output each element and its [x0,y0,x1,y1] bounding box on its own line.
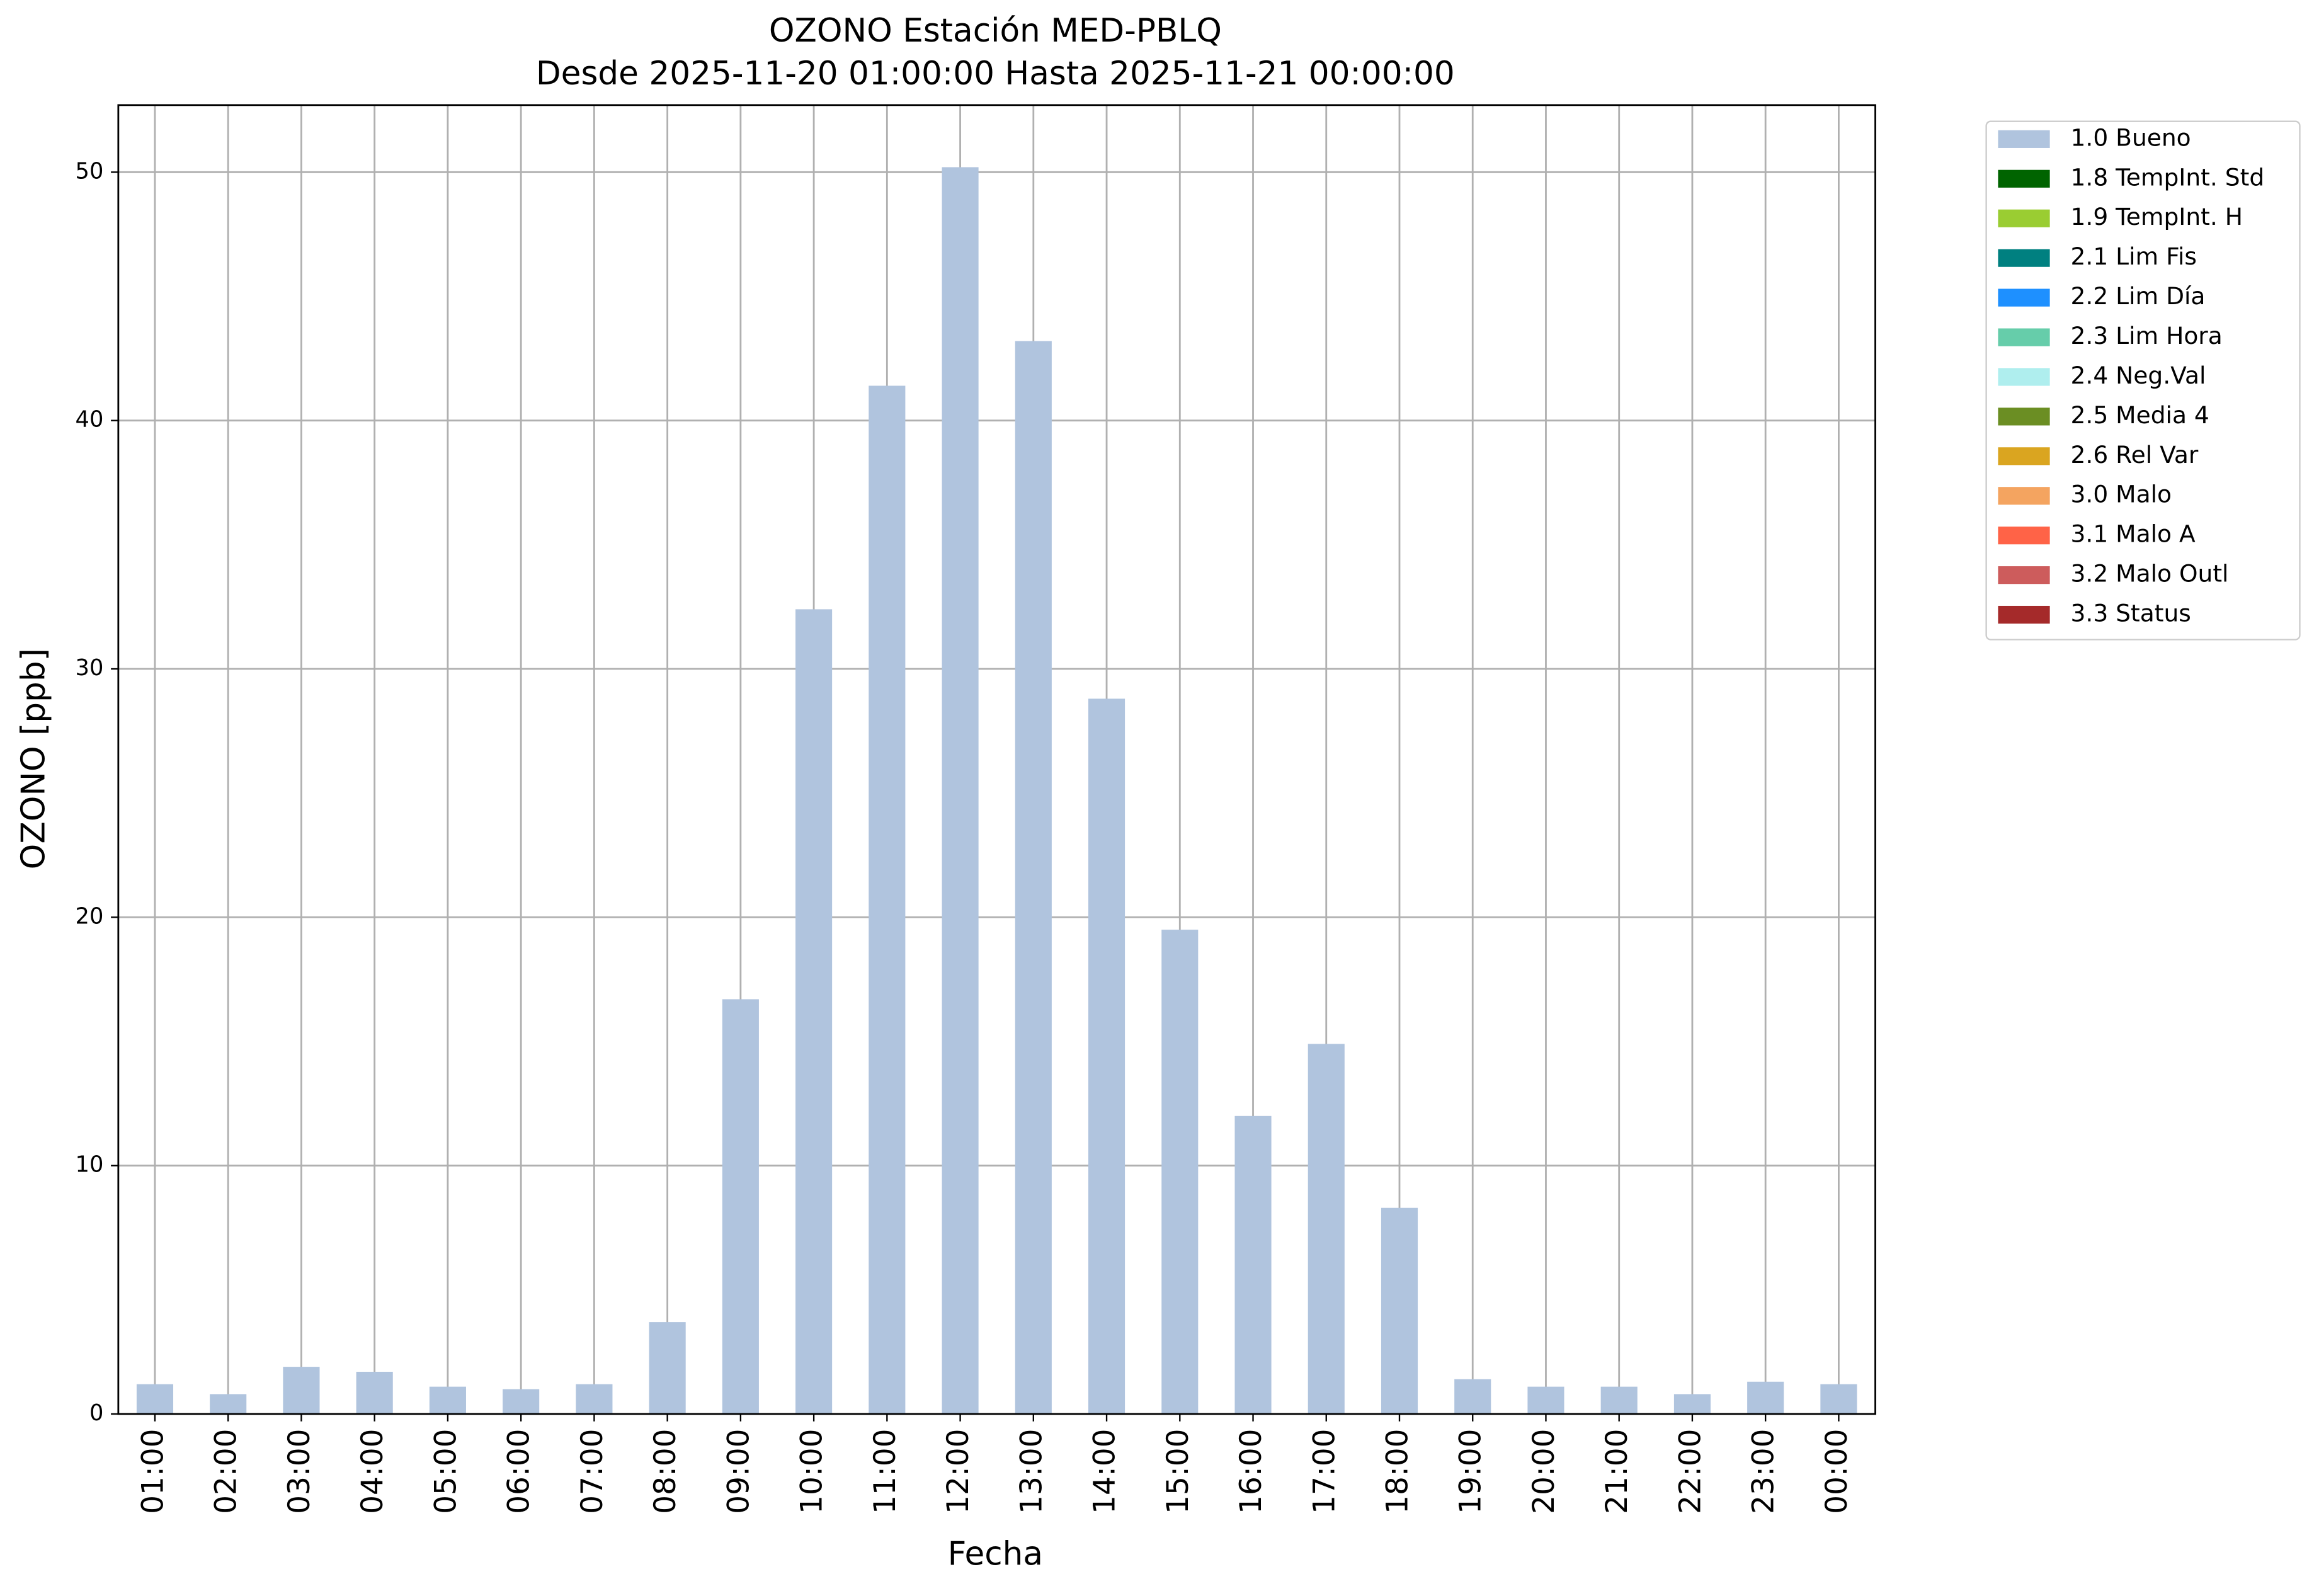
x-tick-label: 01:00 [135,1429,170,1514]
legend-label: 2.1 Lim Fis [2071,242,2197,270]
legend-swatch [1998,447,2050,465]
chart-title: OZONO Estación MED-PBLQ [769,12,1222,50]
bar [1234,1115,1272,1415]
legend-swatch [1998,249,2050,267]
x-tick-label: 04:00 [355,1429,390,1514]
bar [356,1371,393,1415]
x-tick-label: 16:00 [1234,1429,1268,1514]
x-tick-label: 05:00 [428,1429,463,1514]
bar [1161,930,1199,1415]
y-tick-label: 30 [76,655,104,681]
bar [1381,1207,1418,1415]
bar [1600,1386,1638,1415]
x-tick-label: 00:00 [1820,1429,1854,1514]
x-tick-label: 14:00 [1088,1429,1122,1514]
bar [283,1367,320,1415]
plot-frame [117,104,1876,1415]
legend-label: 1.0 Bueno [2071,123,2191,151]
y-tick-label: 50 [76,158,104,184]
bar [722,999,759,1415]
legend-swatch [1998,566,2050,584]
legend-swatch [1998,130,2050,148]
x-tick-label: 22:00 [1673,1429,1707,1514]
bar [649,1322,686,1415]
bar [942,167,979,1415]
x-tick-label: 15:00 [1161,1429,1195,1514]
x-tick-label: 08:00 [648,1429,683,1514]
legend-label: 3.2 Malo Outl [2071,560,2229,588]
x-tick-label: 02:00 [209,1429,244,1514]
legend-label: 2.2 Lim Día [2071,282,2206,310]
bar [795,609,833,1415]
y-axis-label: OZONO [ppb] [14,648,52,869]
legend-label: 2.5 Media 4 [2071,401,2209,429]
x-tick-label: 11:00 [868,1429,903,1514]
legend-label: 2.6 Rel Var [2071,441,2199,469]
x-tick-label: 23:00 [1746,1429,1781,1514]
x-tick-label: 13:00 [1014,1429,1049,1514]
x-tick-label: 18:00 [1380,1429,1415,1514]
x-tick-label: 07:00 [575,1429,610,1514]
x-tick-label: 06:00 [502,1429,537,1514]
x-tick-label: 20:00 [1527,1429,1561,1514]
legend-swatch [1998,328,2050,346]
y-tick-label: 40 [76,407,104,433]
legend-swatch [1998,368,2050,386]
legend-swatch [1998,605,2050,624]
bar [1015,341,1052,1415]
bar [576,1384,613,1415]
legend-box [1985,120,2301,641]
bar [1820,1384,1857,1415]
legend-swatch [1998,169,2050,188]
bar [1673,1394,1711,1415]
legend-label: 2.3 Lim Hora [2071,322,2223,350]
x-axis-label: Fecha [948,1535,1043,1573]
x-tick-label: 03:00 [282,1429,317,1514]
bar [210,1394,247,1415]
bar [503,1389,540,1415]
legend-label: 3.0 Malo [2071,481,2172,508]
legend-swatch [1998,527,2050,545]
chart-subtitle: Desde 2025-11-20 01:00:00 Hasta 2025-11-… [536,55,1455,93]
x-tick-label: 19:00 [1454,1429,1488,1514]
legend-label: 3.3 Status [2071,600,2191,627]
x-tick-label: 09:00 [721,1429,756,1514]
x-tick-label: 21:00 [1600,1429,1634,1514]
x-tick-label: 12:00 [941,1429,976,1514]
y-tick-label: 10 [76,1152,104,1178]
legend-label: 1.9 TempInt. H [2071,203,2243,231]
legend-label: 1.8 TempInt. Std [2071,163,2265,191]
bar [869,385,906,1415]
bar [1454,1379,1491,1415]
bar [1308,1044,1345,1415]
bar [1747,1381,1784,1415]
x-tick-label: 10:00 [795,1429,829,1514]
legend-swatch [1998,209,2050,227]
y-tick-label: 20 [76,903,104,929]
bar [429,1386,466,1415]
legend-swatch [1998,487,2050,505]
y-tick-label: 0 [89,1400,103,1426]
legend-swatch [1998,408,2050,426]
legend-label: 3.1 Malo A [2071,520,2196,548]
bar [136,1384,174,1415]
x-tick-label: 17:00 [1307,1429,1342,1514]
bar [1527,1386,1564,1415]
legend-swatch [1998,288,2050,307]
bar [1088,698,1125,1415]
legend-label: 2.4 Neg.Val [2071,362,2206,389]
